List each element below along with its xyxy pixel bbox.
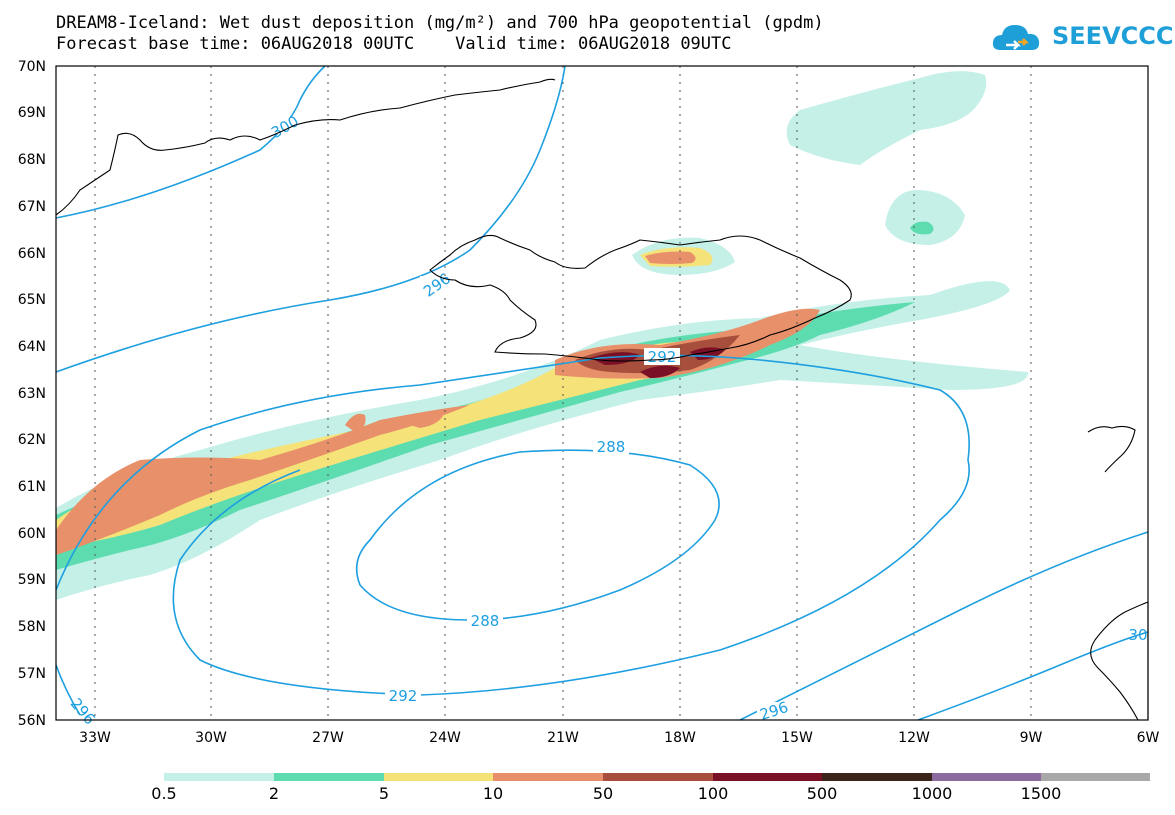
contour-label: 292 bbox=[389, 687, 418, 705]
colorbar-swatch bbox=[164, 773, 274, 781]
colorbar-label: 1000 bbox=[911, 784, 953, 803]
lat-label: 70N bbox=[18, 59, 46, 75]
lat-label: 69N bbox=[18, 105, 46, 121]
contour-label: 30 bbox=[1128, 626, 1147, 644]
dust-level-0.5 bbox=[786, 71, 987, 165]
lon-label: 12W bbox=[898, 730, 930, 746]
colorbar-label: 100 bbox=[697, 784, 729, 803]
lat-label: 64N bbox=[18, 339, 46, 355]
lon-label: 33W bbox=[79, 730, 111, 746]
lat-label: 57N bbox=[18, 666, 46, 682]
lon-label: 6W bbox=[1137, 730, 1160, 746]
lat-label: 62N bbox=[18, 432, 46, 448]
latitude-labels: 70N 69N 68N 67N 66N 65N 64N 63N 62N 61N … bbox=[18, 59, 46, 729]
dust-level-2 bbox=[910, 221, 934, 235]
contour-300-southeast bbox=[917, 631, 1149, 721]
coastlines bbox=[55, 78, 1149, 721]
colorbar-swatch bbox=[274, 773, 384, 781]
lat-label: 67N bbox=[18, 199, 46, 215]
dust-level-10 bbox=[400, 411, 445, 428]
contour-288 bbox=[355, 449, 720, 621]
cloud-icon bbox=[992, 25, 1040, 50]
contour-label: 292 bbox=[648, 348, 677, 366]
lat-label: 65N bbox=[18, 292, 46, 308]
lon-label: 30W bbox=[195, 730, 227, 746]
greenland-coast bbox=[55, 78, 556, 216]
lon-label: 27W bbox=[312, 730, 344, 746]
colorbar bbox=[164, 773, 1150, 781]
lat-label: 66N bbox=[18, 246, 46, 262]
seevccc-logo bbox=[990, 18, 1140, 62]
lat-label: 56N bbox=[18, 713, 46, 729]
lon-label: 24W bbox=[429, 730, 461, 746]
lon-label: 15W bbox=[781, 730, 813, 746]
contour-300 bbox=[55, 65, 326, 219]
dust-level-100 bbox=[590, 352, 640, 365]
colorbar-label: 500 bbox=[806, 784, 838, 803]
colorbar-label: 50 bbox=[592, 784, 614, 803]
contour-296-west bbox=[55, 65, 566, 373]
lat-label: 63N bbox=[18, 386, 46, 402]
longitude-labels: 33W 30W 27W 24W 21W 18W 15W 12W 9W 6W bbox=[79, 730, 1159, 746]
colorbar-swatch bbox=[1041, 773, 1150, 781]
colorbar-swatch bbox=[932, 773, 1041, 781]
iceland-coast bbox=[429, 234, 852, 362]
dust-deposition-field bbox=[56, 71, 1029, 600]
lat-label: 68N bbox=[18, 152, 46, 168]
colorbar-swatch bbox=[822, 773, 932, 781]
colorbar-label: 10 bbox=[482, 784, 504, 803]
geopotential-contours bbox=[55, 65, 1149, 721]
lon-label: 18W bbox=[664, 730, 696, 746]
dust-level-0.5 bbox=[885, 190, 965, 245]
colorbar-label: 5 bbox=[378, 784, 390, 803]
colorbar-swatch bbox=[493, 773, 603, 781]
dust-level-10 bbox=[345, 413, 366, 432]
scotland-coast bbox=[1090, 601, 1149, 721]
colorbar-swatch bbox=[603, 773, 713, 781]
lon-label: 9W bbox=[1020, 730, 1043, 746]
lat-label: 61N bbox=[18, 479, 46, 495]
contour-label: 288 bbox=[597, 438, 626, 456]
map-frame bbox=[55, 65, 1149, 721]
contour-292 bbox=[55, 354, 970, 696]
colorbar-swatch bbox=[384, 773, 493, 781]
dust-level-10 bbox=[645, 251, 696, 264]
dust-level-0.5 bbox=[56, 281, 1029, 600]
faroe-coast bbox=[1087, 425, 1136, 473]
colorbar-label: 2 bbox=[268, 784, 280, 803]
colorbar-label: 1500 bbox=[1020, 784, 1062, 803]
logo-text: SEEVCCC bbox=[1052, 22, 1174, 50]
contour-label: 288 bbox=[471, 612, 500, 630]
contour-296-east bbox=[739, 531, 1149, 721]
map-subtitle: Forecast base time: 06AUG2018 00UTC Vali… bbox=[56, 34, 732, 54]
colorbar-label: 0.5 bbox=[151, 784, 177, 803]
lat-label: 58N bbox=[18, 619, 46, 635]
lat-label: 59N bbox=[18, 572, 46, 588]
colorbar-swatch bbox=[713, 773, 822, 781]
graticule bbox=[94, 66, 1032, 720]
lat-label: 60N bbox=[18, 526, 46, 542]
contour-296-southwest bbox=[55, 664, 81, 716]
dust-level-100 bbox=[640, 365, 680, 378]
map-title: DREAM8-Iceland: Wet dust deposition (mg/… bbox=[56, 13, 824, 33]
lon-label: 21W bbox=[547, 730, 579, 746]
